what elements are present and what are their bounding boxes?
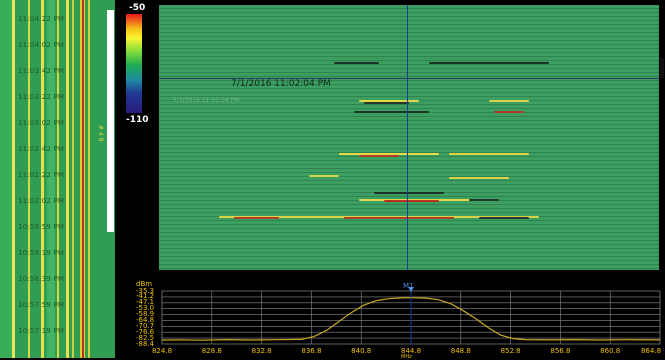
- x-tick-label: 828.8: [201, 347, 222, 355]
- signal-streak: [359, 155, 399, 157]
- panel-handle[interactable]: [659, 58, 665, 78]
- signal-streak: [449, 153, 529, 155]
- x-tick-label: 832.8: [251, 347, 272, 355]
- y-tick-label: -70.7: [136, 321, 155, 330]
- signal-streak: [429, 62, 549, 64]
- signal-streak: [309, 175, 339, 177]
- y-unit-label: dBm: [136, 280, 153, 288]
- signal-streak: [334, 62, 379, 64]
- scale-min-label: -110: [126, 115, 149, 125]
- signal-streak: [339, 153, 439, 155]
- signal-streak: [479, 217, 529, 219]
- color-scale-legend: -50 -110: [115, 0, 159, 270]
- y-tick-label: -35.3: [136, 286, 155, 295]
- signal-streak: [354, 111, 429, 113]
- y-tick-label: -58.9: [136, 310, 155, 319]
- x-tick-label: 852.8: [500, 347, 521, 355]
- signal-streak: [364, 102, 409, 104]
- x-tick-label: 844.8: [400, 347, 422, 355]
- time-label: 11:02:02 PM: [18, 197, 65, 205]
- time-label: 11:03:42 PM: [18, 67, 65, 75]
- marker-triangle-icon: [408, 287, 414, 292]
- y-tick-label: -88.4: [136, 339, 155, 348]
- color-gradient-bar: [126, 14, 142, 113]
- y-tick-label: -41.2: [136, 292, 155, 301]
- spectrum-trace-line: [161, 297, 661, 341]
- signal-streak: [384, 200, 439, 202]
- time-label: 10:59:19 PM: [18, 249, 65, 257]
- time-label: 10:59:59 PM: [18, 223, 65, 231]
- x-unit-label: MHz: [401, 354, 412, 360]
- strip-scrollbar[interactable]: [107, 10, 114, 232]
- time-label: 11:04:02 PM: [18, 41, 65, 49]
- y-tick-label: -76.6: [136, 327, 155, 336]
- signal-streak: [449, 177, 509, 179]
- marker-label: M1: [403, 282, 414, 290]
- time-label: 11:03:02 PM: [18, 119, 65, 127]
- y-tick-label: -82.5: [136, 333, 155, 342]
- spectrum-plot: [161, 287, 661, 345]
- signal-streak: [234, 217, 279, 219]
- faint-timestamp: 7/1/2016 11:02:04 PM: [173, 97, 240, 104]
- time-label: 10:58:39 PM: [18, 275, 65, 283]
- y-tick-label: -53.0: [136, 304, 155, 313]
- signal-streak: [469, 199, 499, 201]
- y-tick-label: -47.1: [136, 298, 155, 307]
- time-label: 11:04:22 PM: [18, 15, 65, 23]
- signal-streak: [489, 100, 529, 102]
- cursor-timestamp: 7/1/2016 11:02:04 PM: [231, 79, 331, 89]
- time-label: 10:57:59 PM: [18, 301, 65, 309]
- x-tick-label: 824.8: [151, 347, 173, 355]
- x-tick-label: 848.8: [450, 347, 471, 355]
- time-label: 11:02:42 PM: [18, 145, 65, 153]
- x-tick-label: 836.8: [301, 347, 322, 355]
- history-strip[interactable]: 11:04:22 PM 11:04:02 PM 11:03:42 PM 11:03:2…: [0, 0, 115, 358]
- x-tick-label: 856.8: [550, 347, 571, 355]
- x-tick-label: 840.8: [351, 347, 372, 355]
- time-label: 10:57:19 PM: [18, 327, 65, 335]
- strip-marker-label: # 4 B: [97, 125, 104, 142]
- signal-streak: [494, 111, 524, 113]
- signal-streak: [359, 100, 419, 102]
- time-cursor-line[interactable]: [159, 78, 659, 79]
- frequency-marker-line[interactable]: [407, 5, 408, 270]
- time-label: 11:03:22 PM: [18, 93, 65, 101]
- time-label: 11:02:22 PM: [18, 171, 65, 179]
- y-tick-label: -64.8: [136, 315, 155, 324]
- x-tick-label: 860.8: [600, 347, 621, 355]
- scale-max-label: -50: [129, 3, 146, 13]
- waterfall-display[interactable]: 7/1/2016 11:02:04 PM 7/1/2016 11:02:04 P…: [159, 5, 659, 270]
- spectrum-trace-panel[interactable]: dBm M1 -35.3 -41.2 -47.1 -53.0 -58.9 -64.8 -70…: [115, 270, 665, 360]
- signal-streak: [344, 217, 454, 219]
- x-tick-label: 864.8: [640, 347, 662, 355]
- signal-streak: [374, 192, 444, 194]
